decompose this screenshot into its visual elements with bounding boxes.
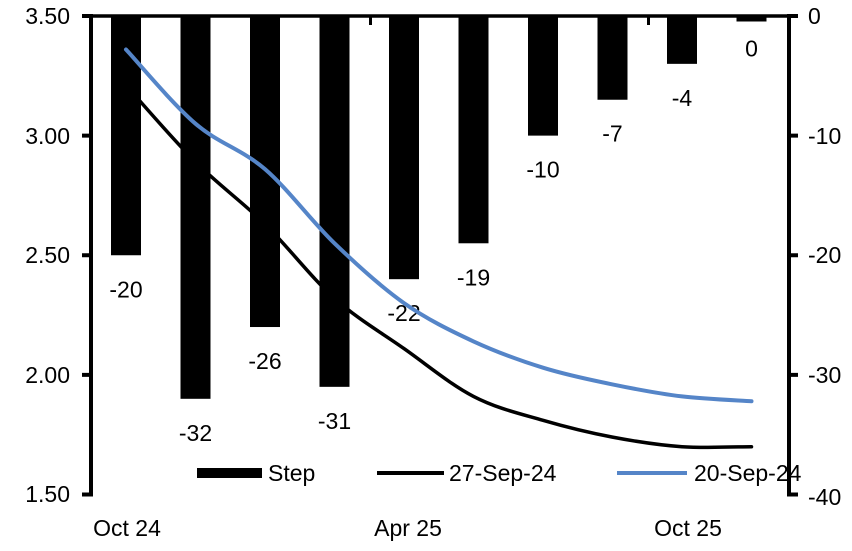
left-axis-tick-label: 3.00: [25, 122, 70, 149]
right-axis-tick-label: 0: [808, 3, 821, 29]
legend-item-27-sep-24: 27-Sep-24: [377, 459, 556, 487]
bar: [111, 16, 141, 256]
line-series-27-sep-24: [124, 83, 754, 450]
bar: [667, 16, 697, 64]
legend-blue-line-swatch: [617, 471, 687, 475]
left-axis-tick-label: 2.50: [25, 242, 70, 268]
bar: [180, 16, 211, 399]
legend-label: Step: [268, 460, 316, 486]
right-axis-tick-label: -30: [808, 361, 842, 388]
bar-data-label: -32: [179, 420, 212, 446]
right-axis-tick-label: -20: [808, 242, 842, 268]
right-axis-tick-label: -10: [808, 122, 842, 149]
bar-data-label: 0: [745, 36, 758, 62]
x-axis-tick-label: Oct 25: [654, 515, 722, 541]
bar-data-label: -7: [602, 121, 622, 147]
bar-data-label: -26: [248, 348, 281, 374]
x-axis-tick-label: Oct 24: [93, 515, 161, 541]
bar: [528, 16, 558, 136]
legend-black-line-swatch: [377, 471, 444, 475]
bar-data-label: -19: [457, 264, 490, 290]
x-axis-tick-label: Apr 25: [374, 515, 442, 541]
bar: [736, 16, 767, 22]
legend-label: 20-Sep-24: [694, 460, 802, 486]
bar-data-label: -31: [318, 408, 351, 434]
left-axis-tick-label: 3.50: [25, 3, 70, 29]
legend-item-step: Step: [197, 459, 315, 487]
right-axis-tick-label: -40: [808, 484, 842, 510]
bar: [458, 16, 489, 244]
bar-data-label: -10: [526, 157, 559, 183]
left-axis-tick-label: 2.00: [25, 361, 70, 388]
legend-item-20-sep-24: 20-Sep-24: [617, 459, 801, 487]
bar-data-label: -4: [672, 85, 693, 111]
bar: [319, 16, 350, 387]
left-axis-tick-label: 1.50: [25, 481, 70, 507]
legend-bar-swatch: [197, 468, 262, 478]
legend-label: 27-Sep-24: [449, 460, 557, 486]
line-series-20-sep-24: [124, 47, 754, 404]
bar: [597, 16, 628, 100]
bar-data-label: -20: [109, 276, 142, 302]
bar: [389, 16, 419, 280]
